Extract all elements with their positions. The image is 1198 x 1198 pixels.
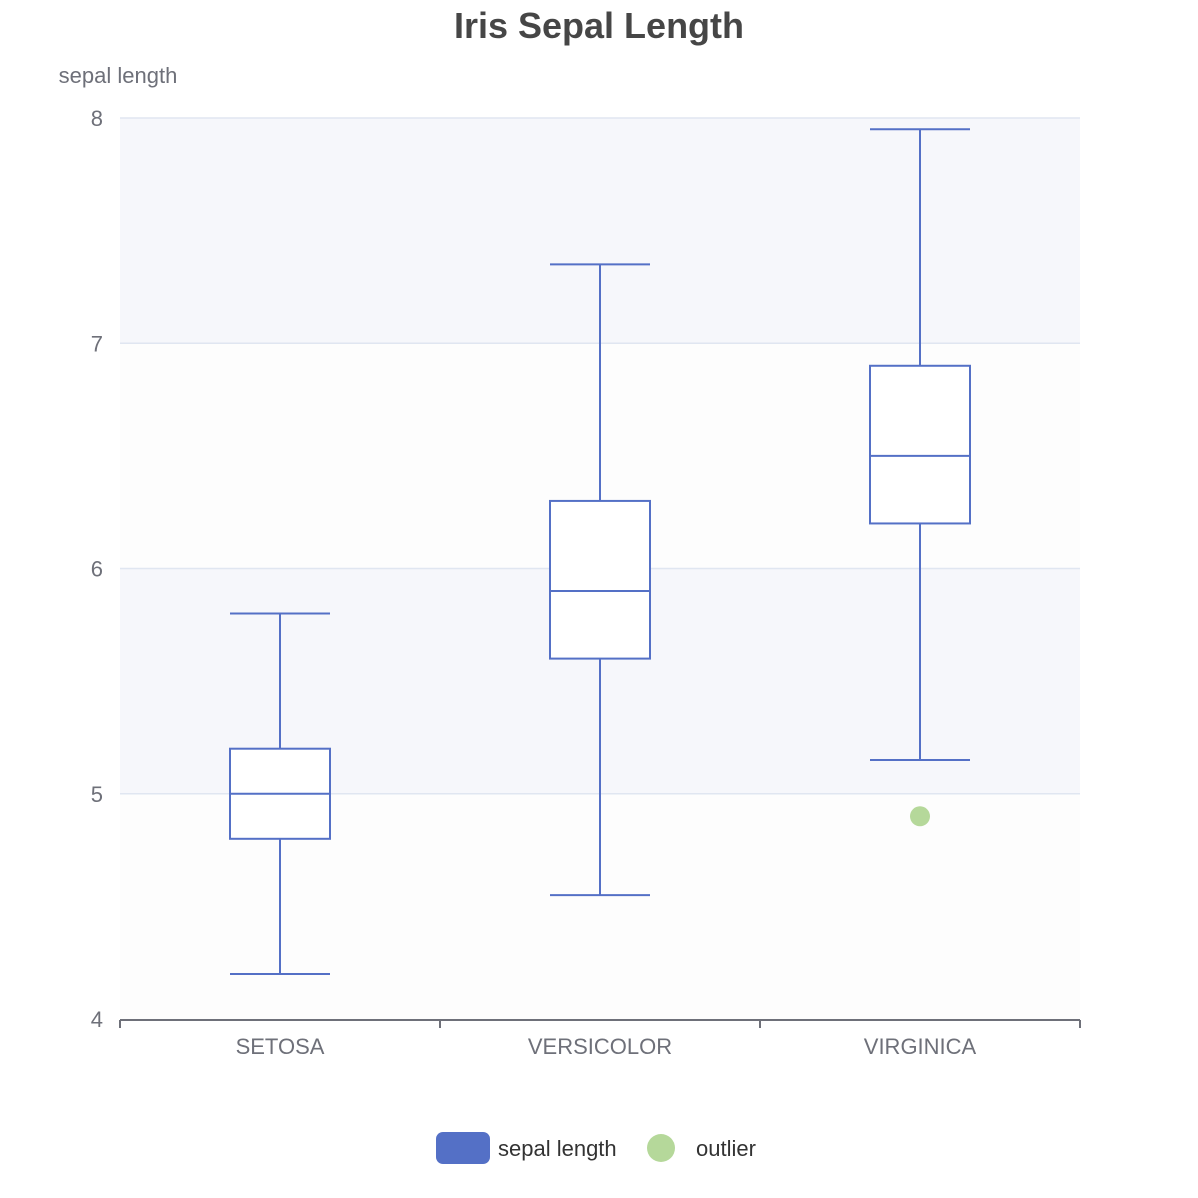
legend-item-sepal-length: sepal length — [436, 1132, 617, 1164]
x-tick-label: VERSICOLOR — [528, 1034, 672, 1059]
y-axis-name: sepal length — [59, 63, 178, 88]
y-tick-label: 5 — [91, 782, 103, 807]
x-axis: SETOSA VERSICOLOR VIRGINICA — [119, 1019, 1081, 1059]
x-tick-label: VIRGINICA — [864, 1034, 977, 1059]
y-tick-label: 4 — [91, 1007, 103, 1032]
legend-label: outlier — [696, 1136, 756, 1161]
box-setosa — [229, 612, 331, 975]
iqr-box — [549, 499, 651, 660]
box-series — [229, 128, 971, 975]
legend: sepal length outlier — [436, 1132, 756, 1164]
outlier-point — [910, 806, 930, 827]
box-virginica — [869, 128, 971, 761]
box-versicolor — [549, 263, 651, 897]
legend-item-outlier: outlier — [647, 1134, 756, 1162]
outlier-series — [910, 806, 930, 827]
chart-title: Iris Sepal Length — [454, 5, 744, 46]
y-tick-label: 8 — [91, 106, 103, 131]
iqr-box — [869, 364, 971, 525]
legend-swatch-outlier — [647, 1134, 675, 1162]
y-tick-label: 6 — [91, 557, 103, 582]
legend-label: sepal length — [498, 1136, 617, 1161]
y-axis-tick-labels: 4 5 6 7 8 — [91, 106, 103, 1032]
x-tick-label: SETOSA — [236, 1034, 325, 1059]
y-tick-label: 7 — [91, 331, 103, 356]
legend-swatch-box — [436, 1132, 490, 1164]
